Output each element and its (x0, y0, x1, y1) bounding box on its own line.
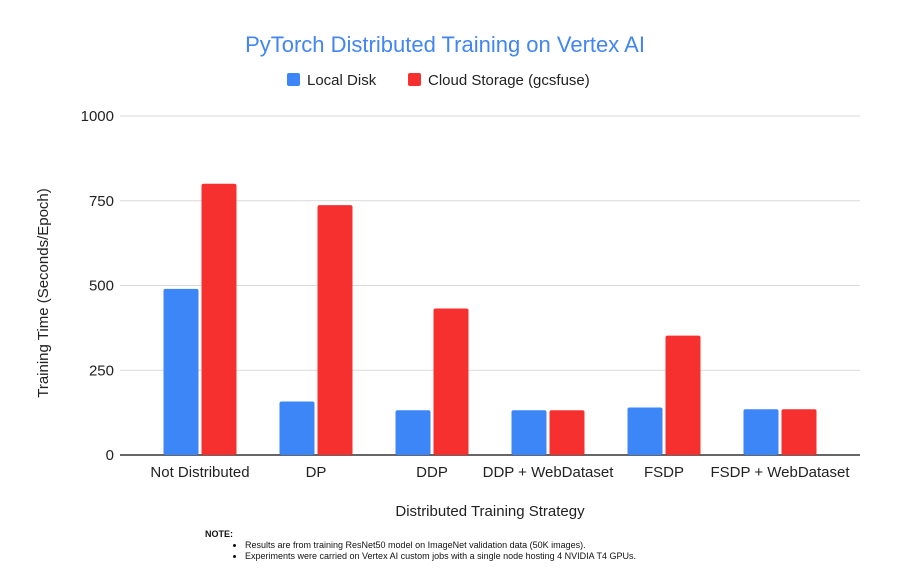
legend-label-cloud-storage: Cloud Storage (gcsfuse) (428, 72, 590, 89)
bar-local-disk (395, 410, 431, 455)
bar-chart: PyTorch Distributed Training on Vertex A… (35, 32, 860, 520)
x-tick-label: Not Distributed (150, 464, 249, 481)
x-tick-label: FSDP + WebDataset (710, 464, 850, 481)
x-tick-label: DDP + WebDataset (483, 464, 615, 481)
y-tick-label: 500 (89, 278, 114, 295)
footnote-item: Experiments were carried on Vertex AI cu… (245, 551, 636, 562)
x-axis-ticks: Not Distributed DP DDP DDP + WebDataset FSDP… (150, 464, 850, 481)
bar-local-disk (163, 288, 199, 455)
chart-title: PyTorch Distributed Training on Vertex A… (245, 32, 645, 57)
y-tick-label: 0 (106, 447, 114, 464)
y-tick-label: 250 (89, 362, 114, 379)
x-axis-title: Distributed Training Strategy (395, 503, 585, 520)
x-tick-label: DDP (416, 464, 448, 481)
bars (163, 183, 817, 456)
bar-cloud-storage (201, 183, 237, 456)
footnote-item: Results are from training ResNet50 model… (245, 540, 636, 551)
legend-label-local-disk: Local Disk (307, 72, 377, 89)
bar-local-disk (743, 409, 779, 455)
bar-cloud-storage (665, 335, 701, 455)
y-axis-ticks: 0 250 500 750 1000 (81, 108, 114, 464)
bar-cloud-storage (549, 410, 585, 455)
bar-cloud-storage (317, 205, 353, 455)
footnote: NOTE: Results are from training ResNet50… (205, 529, 636, 562)
y-tick-label: 1000 (81, 108, 114, 125)
x-tick-label: DP (306, 464, 327, 481)
footnote-list: Results are from training ResNet50 model… (205, 540, 636, 562)
bar-local-disk (627, 407, 663, 455)
y-tick-label: 750 (89, 193, 114, 210)
bar-cloud-storage (781, 409, 817, 455)
gridlines (120, 115, 860, 456)
bar-local-disk (511, 410, 547, 455)
bar-local-disk (279, 401, 315, 455)
y-axis-title: Training Time (Seconds/Epoch) (35, 188, 52, 398)
x-tick-label: FSDP (644, 464, 684, 481)
legend: Local Disk Cloud Storage (gcsfuse) (287, 72, 590, 89)
bar-cloud-storage (433, 308, 469, 455)
footnote-heading: NOTE: (205, 529, 233, 539)
legend-swatch-local-disk (287, 73, 300, 86)
legend-swatch-cloud-storage (408, 73, 421, 86)
